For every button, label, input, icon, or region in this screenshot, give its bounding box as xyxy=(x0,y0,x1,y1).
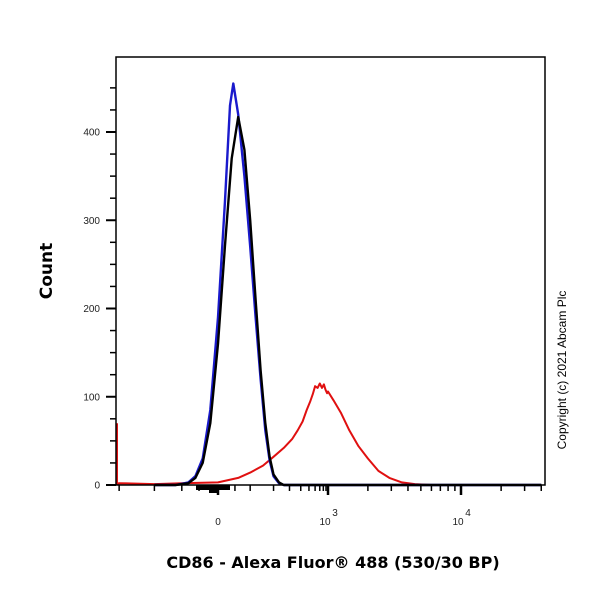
y-tick-label: 300 xyxy=(83,216,100,227)
y-tick-label: 200 xyxy=(83,304,100,315)
y-axis-label: Count xyxy=(37,243,57,300)
copyright-notice: Copyright (c) 2021 Abcam Plc xyxy=(555,291,569,450)
y-tick-label: 400 xyxy=(83,128,100,139)
x-tick-label: 10 xyxy=(319,517,331,528)
y-tick-label: 100 xyxy=(83,392,100,403)
x-tick-label: 0 xyxy=(215,517,221,528)
x-tick-exponent: 3 xyxy=(332,508,338,519)
series-line-cd86-stained xyxy=(116,382,542,486)
plot-frame xyxy=(115,56,546,486)
x-axis-label: CD86 - Alexa Fluor® 488 (530/30 BP) xyxy=(166,553,499,572)
x-tick-exponent: 4 xyxy=(465,508,471,519)
histogram-series xyxy=(116,82,542,487)
y-axis: 0 100 200 300 400 xyxy=(83,87,116,492)
y-tick-label: 0 xyxy=(94,481,100,492)
series-line-unstained-control xyxy=(154,115,542,487)
series-line-isotype-control xyxy=(154,82,542,487)
x-tick-label: 10 xyxy=(452,517,464,528)
